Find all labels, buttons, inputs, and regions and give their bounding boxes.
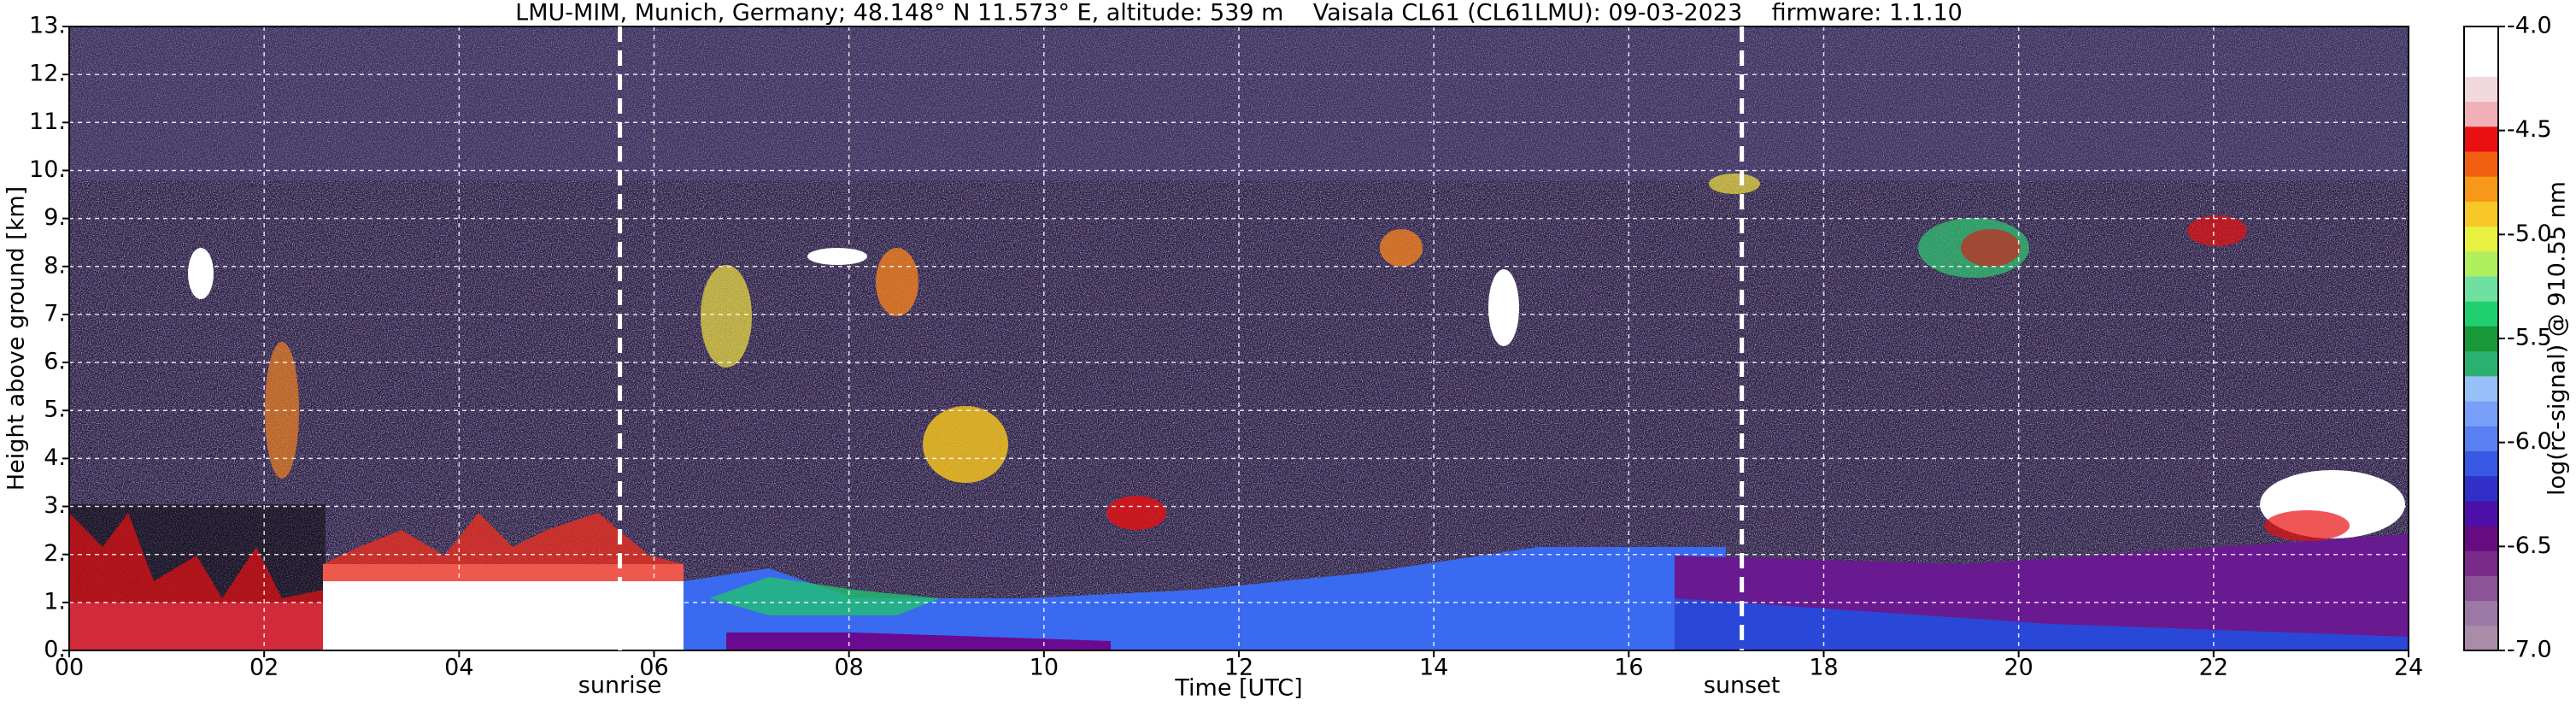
colorbar-tick-label: -7.0 bbox=[2507, 637, 2552, 663]
colorbar-label: log(rc-signal) @ 910.55 nm bbox=[2544, 181, 2571, 496]
colorbar-swatch bbox=[2464, 625, 2498, 651]
x-tick-label: 22 bbox=[2199, 655, 2228, 681]
colorbar-tick-label: -6.0 bbox=[2507, 428, 2552, 455]
signal-region bbox=[1106, 496, 1166, 530]
signal-region bbox=[265, 342, 299, 479]
signal-region bbox=[1380, 229, 1423, 267]
x-tick-label: 24 bbox=[2394, 655, 2423, 681]
y-tick-label: 7. bbox=[44, 300, 66, 327]
colorbar-swatch bbox=[2464, 600, 2498, 627]
signal-region bbox=[876, 248, 918, 316]
x-tick-label: 00 bbox=[55, 655, 84, 681]
colorbar-swatch bbox=[2464, 276, 2498, 302]
colorbar-tick-label: -5.5 bbox=[2507, 325, 2552, 351]
signal-region bbox=[709, 577, 940, 615]
annotation-label: sunset bbox=[1704, 673, 1781, 699]
x-tick-label: 06 bbox=[639, 655, 668, 681]
colorbar-swatch bbox=[2464, 250, 2498, 277]
signal-region bbox=[323, 513, 684, 581]
signal-region bbox=[726, 632, 1111, 650]
signal-region bbox=[188, 248, 214, 299]
colorbar-swatch bbox=[2464, 426, 2498, 451]
colorbar-swatch bbox=[2464, 500, 2498, 527]
colorbar-swatch bbox=[2464, 101, 2498, 127]
x-tick-label: 20 bbox=[2004, 655, 2033, 681]
colorbar-swatch bbox=[2464, 301, 2498, 327]
colorbar-swatch bbox=[2464, 401, 2498, 427]
y-tick-label: 9. bbox=[44, 204, 66, 231]
x-tick-label: 02 bbox=[249, 655, 279, 681]
colorbar-swatch bbox=[2464, 26, 2498, 52]
signal-region bbox=[684, 547, 1726, 650]
x-axis-label: Time [UTC] bbox=[1174, 675, 1302, 702]
colorbar-swatch bbox=[2464, 575, 2498, 602]
y-tick-label: 3. bbox=[44, 492, 66, 519]
x-tick-label: 16 bbox=[1614, 655, 1643, 681]
colorbar-swatch bbox=[2464, 51, 2498, 77]
y-tick-label: 4. bbox=[44, 444, 66, 471]
colorbar-tick-label: -5.0 bbox=[2507, 221, 2552, 247]
y-axis-label: Height above ground [km] bbox=[3, 186, 30, 491]
colorbar-swatch bbox=[2464, 176, 2498, 202]
annotation-label: sunrise bbox=[578, 673, 662, 699]
y-tick-label: 2. bbox=[44, 540, 66, 567]
signal-region bbox=[1961, 229, 2021, 267]
colorbar-tick-label: -4.0 bbox=[2507, 13, 2552, 39]
signal-region bbox=[701, 265, 752, 368]
colorbar-swatch bbox=[2464, 76, 2498, 103]
y-tick-label: 6. bbox=[44, 349, 66, 375]
colorbar-swatch bbox=[2464, 475, 2498, 502]
y-tick-label: 0. bbox=[44, 637, 66, 663]
colorbar-swatch bbox=[2464, 201, 2498, 227]
x-tick-label: 04 bbox=[444, 655, 473, 681]
x-tick-label: 14 bbox=[1419, 655, 1448, 681]
colorbar-swatch bbox=[2464, 350, 2498, 377]
y-tick-label: 5. bbox=[44, 397, 66, 423]
x-tick-label: 08 bbox=[834, 655, 863, 681]
y-tick-label: 1. bbox=[44, 588, 66, 615]
colorbar-tick-label: -4.5 bbox=[2507, 116, 2552, 143]
signal-region bbox=[1675, 598, 2409, 650]
chart-title: LMU-MIM, Munich, Germany; 48.148° N 11.5… bbox=[515, 0, 1963, 26]
x-tick-label: 10 bbox=[1030, 655, 1059, 681]
colorbar-swatch bbox=[2464, 326, 2498, 352]
colorbar-swatch bbox=[2464, 126, 2498, 152]
y-tick-label: 11. bbox=[29, 109, 66, 135]
colorbar-swatch bbox=[2464, 151, 2498, 177]
signal-region bbox=[1488, 269, 1519, 346]
colorbar-swatch bbox=[2464, 226, 2498, 252]
signal-region bbox=[2187, 215, 2247, 246]
colorbar-swatch bbox=[2464, 375, 2498, 402]
y-tick-label: 10. bbox=[29, 156, 66, 183]
signal-region bbox=[1709, 174, 1760, 194]
signal-region bbox=[923, 406, 1008, 483]
colorbar-swatch bbox=[2464, 450, 2498, 477]
signal-region bbox=[69, 513, 323, 650]
x-tick-label: 12 bbox=[1224, 655, 1253, 681]
colorbar-swatch bbox=[2464, 526, 2498, 551]
signal-region bbox=[807, 248, 867, 265]
y-tick-label: 13. bbox=[29, 13, 66, 39]
y-tick-label: 8. bbox=[44, 252, 66, 279]
y-tick-label: 12. bbox=[29, 61, 66, 87]
signal-region bbox=[2264, 510, 2350, 541]
x-tick-label: 18 bbox=[1809, 655, 1838, 681]
colorbar-swatch bbox=[2464, 550, 2498, 576]
colorbar-tick-label: -6.5 bbox=[2507, 532, 2552, 559]
